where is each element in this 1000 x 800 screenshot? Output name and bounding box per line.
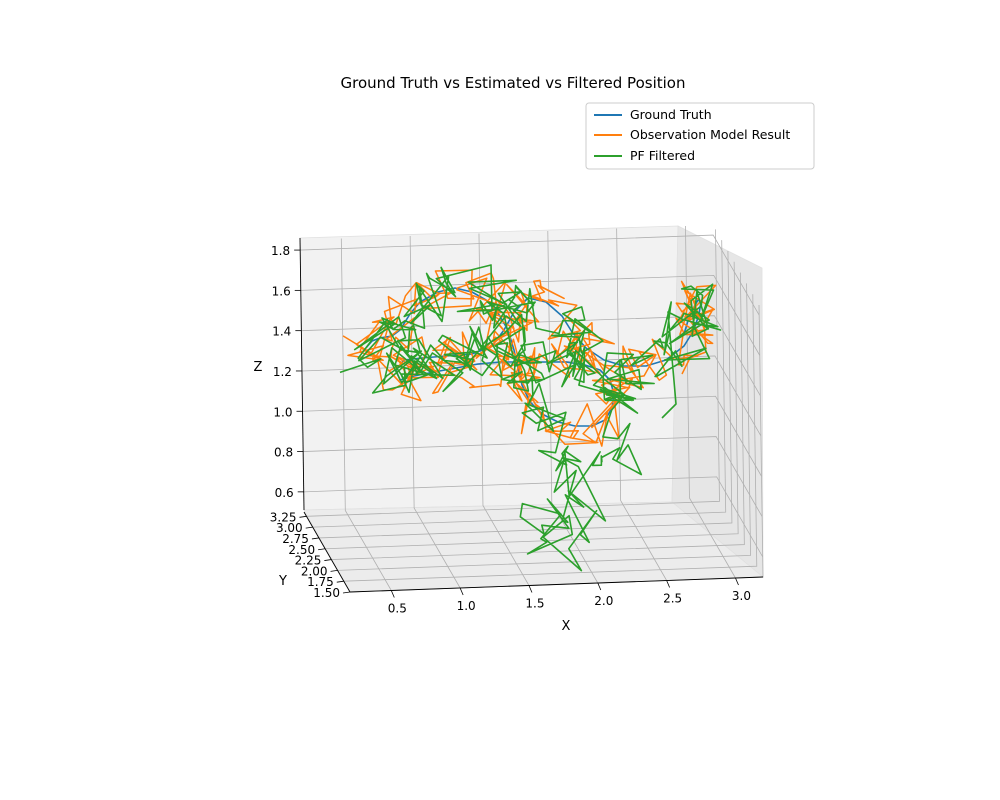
chart-title: Ground Truth vs Estimated vs Filtered Po… (341, 74, 686, 92)
y-tick-mark (342, 591, 351, 594)
z-tick-label: 0.6 (275, 486, 294, 500)
y-tick-label: 2.50 (288, 543, 315, 557)
series-lines (339, 264, 722, 572)
y-tick-mark (330, 569, 338, 572)
z-tick-label: 1.2 (273, 365, 292, 379)
y-tick-label: 2.75 (282, 532, 309, 546)
x-tick-mark (735, 577, 739, 586)
z-tick-label: 1.8 (271, 244, 290, 258)
z-grid-line (301, 315, 761, 396)
z-tick-label: 1.4 (272, 325, 291, 339)
y-tick-mark (305, 526, 313, 529)
z-grid-line (303, 436, 763, 517)
y-tick-label: 1.50 (313, 586, 340, 600)
y-tick-mark (299, 515, 307, 518)
legend-label-observation: Observation Model Result (630, 127, 790, 142)
z-grid-line (302, 395, 762, 477)
x-tick-label: 2.0 (594, 594, 613, 608)
z-tick-label: 1.6 (272, 284, 291, 298)
series-pf-filtered (339, 264, 722, 572)
z-tick-label: 1.0 (273, 405, 292, 419)
y-axis-label: Y (278, 574, 287, 589)
z-axis-line (299, 237, 305, 511)
z-axis-label: Z (254, 360, 263, 375)
y-tick-label: 3.25 (270, 510, 297, 524)
x-tick-mark (666, 580, 671, 588)
x-axis-label: X (562, 619, 571, 634)
x-tick-mark (528, 585, 533, 593)
z-grid-line (300, 234, 760, 316)
tick-labels: 0.5 1.0 1.5 2.0 2.5 3.0 1.501.752.002.252.502.… (270, 244, 751, 615)
legend-label-ground-truth: Ground Truth (630, 107, 712, 122)
legend-label-pf-filtered: PF Filtered (630, 148, 695, 163)
legend-box (585, 102, 815, 170)
y-tick-label: 1.75 (307, 575, 334, 589)
y-tick-mark (324, 559, 332, 561)
y-axis-line (303, 511, 351, 593)
x-tick-label: 3.0 (732, 589, 751, 603)
x-tick-mark (459, 587, 464, 596)
legend: Ground Truth Observation Model Result PF… (585, 102, 815, 170)
x-axis-line (349, 576, 764, 593)
x-tick-label: 1.5 (525, 597, 544, 611)
x-tick-mark (597, 582, 602, 591)
y-tick-mark (318, 548, 326, 551)
x-tick-mark (390, 590, 395, 598)
z-grid-line (303, 476, 764, 558)
x-tick-label: 1.0 (457, 599, 476, 613)
axis-lines (299, 237, 764, 593)
x-tick-label: 0.5 (388, 602, 407, 616)
y-tick-mark (311, 537, 319, 540)
back-pane (299, 225, 679, 511)
y-tick-label: 3.00 (276, 521, 303, 535)
y-tick-label: 2.00 (301, 564, 328, 578)
z-tick-label: 0.8 (274, 446, 293, 460)
y-tick-mark (336, 580, 344, 583)
x-tick-label: 2.5 (663, 592, 682, 606)
y-tick-label: 2.25 (295, 554, 322, 568)
z-grid-line (300, 274, 761, 356)
